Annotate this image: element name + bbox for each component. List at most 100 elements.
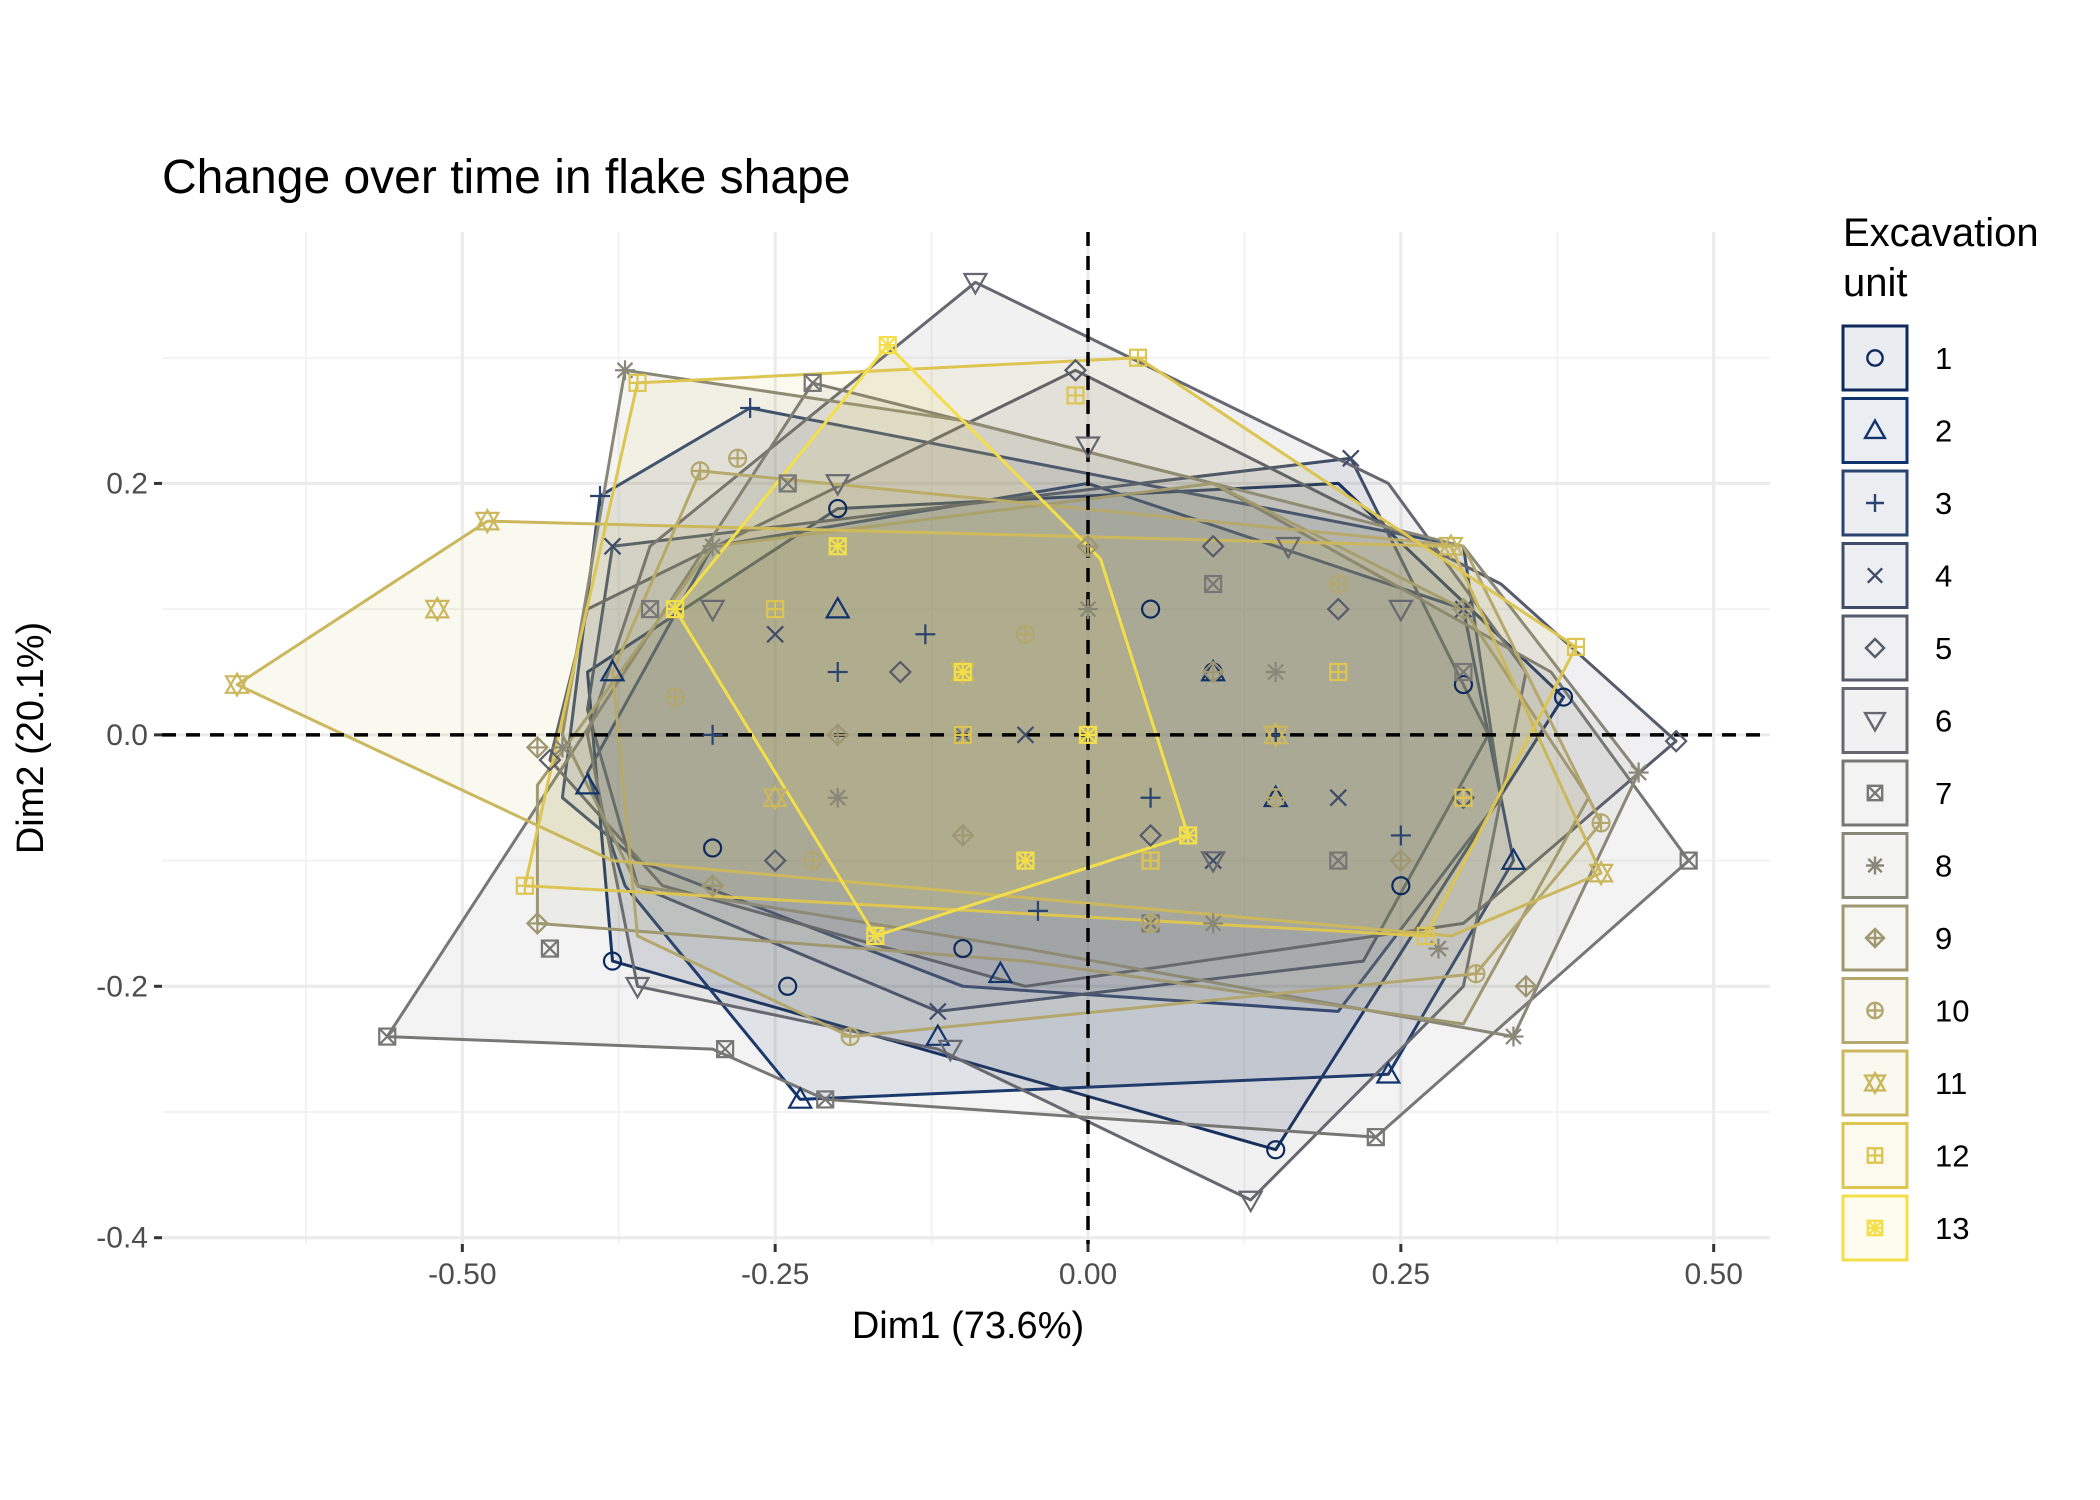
point-unit-3 (589, 486, 610, 506)
legend-symbol-unit-3 (1866, 494, 1884, 512)
point-unit-2 (1500, 847, 1527, 870)
legend-label-unit-2: 2 (1935, 414, 1952, 449)
x-tick-label: 0.00 (1059, 1258, 1117, 1291)
legend-label-unit-11: 11 (1935, 1066, 1967, 1101)
point-unit-5 (1063, 358, 1088, 382)
legend-item-12: 12 (1841, 1122, 1969, 1189)
y-tick-label: 0.2 (106, 467, 148, 500)
legend-symbol-unit-5 (1864, 637, 1886, 659)
legend-label-unit-6: 6 (1935, 704, 1952, 739)
point-unit-8 (1503, 1026, 1524, 1047)
point-unit-12 (1454, 788, 1473, 807)
point-unit-7 (540, 939, 560, 958)
legend-key-unit-6 (1841, 687, 1909, 754)
legend-label-unit-3: 3 (1935, 486, 1952, 521)
point-unit-10 (1466, 964, 1486, 984)
legend-item-8: 8 (1841, 832, 1952, 899)
point-unit-7 (1329, 851, 1348, 870)
point-unit-6 (699, 599, 726, 623)
axes: -0.50 -0.25 0.00 0.25 0.50 -0.4 -0.2 0.0 0.2 (96, 467, 1743, 1291)
point-unit-10 (728, 448, 748, 468)
legend-item-9: 9 (1841, 904, 1952, 972)
point-unit-7 (1454, 662, 1473, 682)
point-unit-9 (1201, 660, 1225, 684)
legend-title-line-1: Excavation (1843, 211, 2039, 255)
point-unit-8 (827, 787, 848, 808)
point-unit-11 (1588, 859, 1614, 887)
point-unit-12 (953, 725, 972, 744)
point-unit-2 (824, 595, 851, 619)
point-unit-11 (474, 507, 501, 535)
point-unit-2 (599, 658, 626, 682)
point-unit-13 (1179, 826, 1198, 845)
point-unit-1 (1553, 687, 1574, 707)
point-unit-5 (888, 660, 912, 684)
point-unit-12 (1329, 662, 1348, 682)
point-unit-8 (1265, 662, 1286, 682)
point-unit-5 (1201, 534, 1225, 558)
point-unit-10 (1328, 574, 1348, 594)
legend-symbol-unit-9 (1864, 927, 1886, 949)
point-unit-10 (803, 850, 823, 871)
point-unit-9 (525, 735, 549, 759)
point-unit-5 (1664, 729, 1688, 753)
legend-item-6: 6 (1841, 687, 1952, 754)
point-unit-11 (1438, 533, 1464, 560)
point-unit-4 (1204, 851, 1222, 870)
point-unit-11 (762, 784, 789, 811)
point-unit-6 (824, 474, 851, 497)
legend-key-unit-4 (1841, 542, 1909, 609)
legend-item-11: 11 (1841, 1049, 1967, 1117)
legend-label-unit-4: 4 (1935, 559, 1952, 594)
point-unit-3 (740, 398, 761, 418)
legend-item-1: 1 (1841, 324, 1952, 392)
point-unit-10 (840, 1026, 860, 1047)
legend-label-unit-12: 12 (1935, 1139, 1969, 1174)
hull-unit-10 (611, 469, 1603, 1039)
legend-label-unit-1: 1 (1935, 341, 1952, 376)
legend-label-unit-5: 5 (1935, 631, 1952, 666)
point-unit-1 (1266, 1140, 1286, 1160)
legend-label-unit-7: 7 (1935, 776, 1952, 811)
point-unit-12 (1066, 386, 1085, 405)
y-axis-label: Dim2 (20.1%) (10, 622, 52, 854)
point-unit-8 (552, 737, 573, 758)
point-unit-1 (1453, 674, 1474, 695)
point-unit-3 (827, 662, 848, 682)
point-unit-4 (929, 1002, 947, 1021)
point-unit-13 (665, 600, 685, 619)
point-unit-1 (1391, 876, 1411, 896)
point-unit-4 (1329, 788, 1348, 807)
point-unit-4 (766, 625, 784, 644)
point-unit-8 (702, 536, 723, 557)
x-tick-label: 0.50 (1684, 1258, 1742, 1291)
point-unit-3 (915, 624, 936, 645)
point-unit-6 (624, 976, 651, 1000)
point-unit-1 (828, 498, 848, 519)
point-unit-6 (1275, 536, 1302, 560)
legend-symbol-unit-10 (1866, 1001, 1884, 1020)
point-unit-5 (1139, 823, 1163, 847)
point-unit-12 (1141, 851, 1160, 870)
legend-label-unit-8: 8 (1935, 849, 1952, 884)
point-unit-12 (515, 876, 534, 895)
points-layer (224, 272, 1698, 1214)
point-unit-11 (224, 671, 250, 698)
point-unit-13 (1016, 851, 1035, 870)
point-unit-10 (690, 461, 710, 481)
point-unit-9 (951, 823, 975, 847)
point-unit-9 (826, 723, 850, 747)
point-unit-7 (778, 474, 797, 493)
point-unit-1 (778, 976, 798, 996)
hull-unit-6 (586, 280, 1528, 1202)
point-unit-4 (1342, 449, 1360, 468)
legend-symbol-unit-8 (1866, 856, 1884, 875)
hull-unit-3 (560, 406, 1503, 1013)
point-unit-1 (602, 951, 623, 971)
legend-symbol-unit-4 (1866, 567, 1884, 584)
point-unit-10 (1266, 788, 1286, 808)
point-unit-3 (1140, 787, 1161, 808)
legend-symbol-unit-1 (1866, 349, 1884, 367)
